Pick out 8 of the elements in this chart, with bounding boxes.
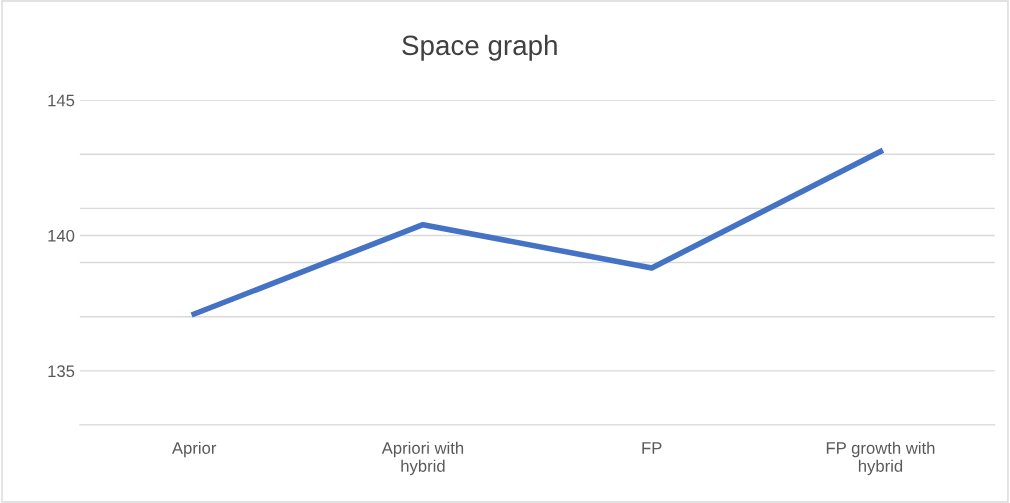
y-tick-label: 135 — [48, 365, 75, 378]
y-tick-label: 140 — [48, 229, 75, 242]
x-tick-label: FP growth with hybrid — [826, 441, 935, 476]
chart-title: Space graph — [402, 34, 557, 61]
x-tick-label: Aprior — [171, 441, 217, 458]
x-tick-label: FP — [642, 442, 662, 454]
y-tick-label: 145 — [48, 94, 75, 107]
x-tick-label: Apriori with hybrid — [381, 441, 464, 476]
